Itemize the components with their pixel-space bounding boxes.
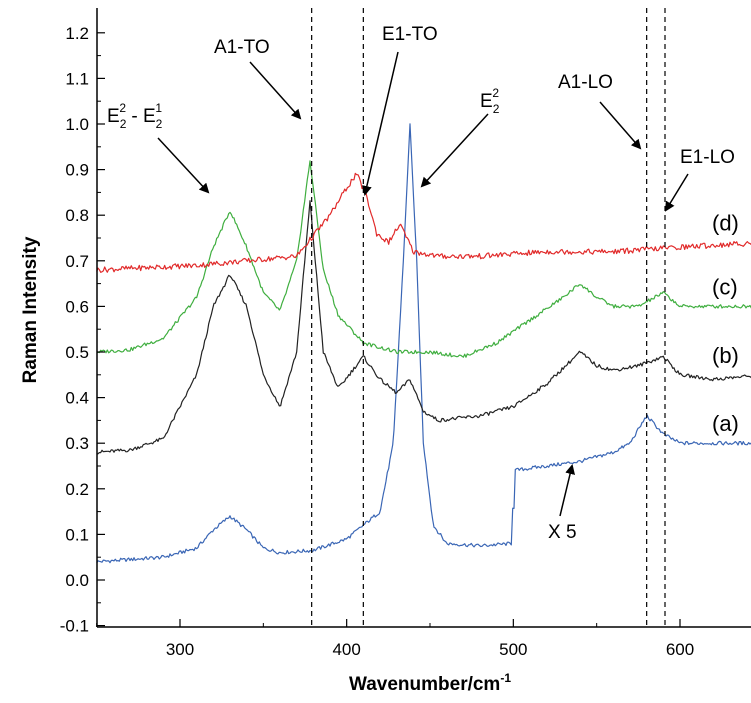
- y-tick-label: 0.3: [65, 434, 89, 453]
- annotation-e1-to: E1-TO: [382, 24, 438, 45]
- annotation-e22: E22: [480, 86, 500, 116]
- y-tick-label: -0.1: [60, 617, 89, 636]
- series-line-a: [96, 123, 751, 564]
- arrow-e22-e21: [157, 137, 210, 194]
- series-lines: [96, 123, 751, 564]
- arrow-x5: [559, 464, 575, 517]
- y-tick-label: 0.4: [65, 389, 89, 408]
- arrow-a1-to: [249, 61, 302, 120]
- y-tick-label: 0.7: [65, 252, 89, 271]
- series-labels: (a) (b) (c) (d): [712, 211, 739, 437]
- y-tick-label: 1.2: [65, 24, 89, 43]
- y-tick-label: 0.1: [65, 525, 89, 544]
- y-tick-label: 0.8: [65, 206, 89, 225]
- arrow-e1-to: [361, 51, 399, 196]
- annotation-x5: X 5: [548, 522, 577, 543]
- annotation-e1-lo: E1-LO: [680, 147, 735, 168]
- annotation-a1-lo: A1-LO: [558, 72, 613, 93]
- x-tick-label: 500: [499, 640, 527, 659]
- annotation-e22-e21: E22 - E21: [107, 101, 163, 131]
- series-label-d: (d): [712, 211, 739, 236]
- arrow-a1-lo: [599, 101, 642, 150]
- series-label-a: (a): [712, 411, 739, 436]
- annotation-a1-to: A1-TO: [214, 37, 270, 58]
- x-axis-title: Wavenumber/cm-1: [349, 671, 511, 695]
- arrow-e22: [420, 113, 489, 188]
- y-tick-label: 0.9: [65, 161, 89, 180]
- y-tick-label: 0.2: [65, 480, 89, 499]
- series-label-b: (b): [712, 343, 739, 368]
- y-tick-label: 1.1: [65, 69, 89, 88]
- x-tick-label: 600: [666, 640, 694, 659]
- reference-lines: [311, 8, 666, 627]
- series-line-b: [96, 200, 751, 455]
- y-axis-title: Raman Intensity: [20, 236, 41, 383]
- annotations: E22 - E21 A1-TO E1-TO E22 A1-LO E1-LO X …: [107, 24, 735, 543]
- y-tick-label: 0.6: [65, 297, 89, 316]
- axes: [96, 8, 751, 628]
- series-line-c: [96, 160, 751, 358]
- series-line-d: [96, 172, 751, 273]
- y-tick-label: 1.0: [65, 115, 89, 134]
- y-tick-label: 0.0: [65, 571, 89, 590]
- arrow-e1-lo: [664, 173, 689, 212]
- y-tick-label: 0.5: [65, 343, 89, 362]
- series-label-c: (c): [712, 274, 738, 299]
- x-tick-label: 300: [166, 640, 194, 659]
- tick-labels: -0.1 0.0 0.1 0.2 0.3 0.4 0.5 0.6 0.7 0.8 0.9 1.0 1.1…: [60, 24, 694, 659]
- x-tick-label: 400: [332, 640, 360, 659]
